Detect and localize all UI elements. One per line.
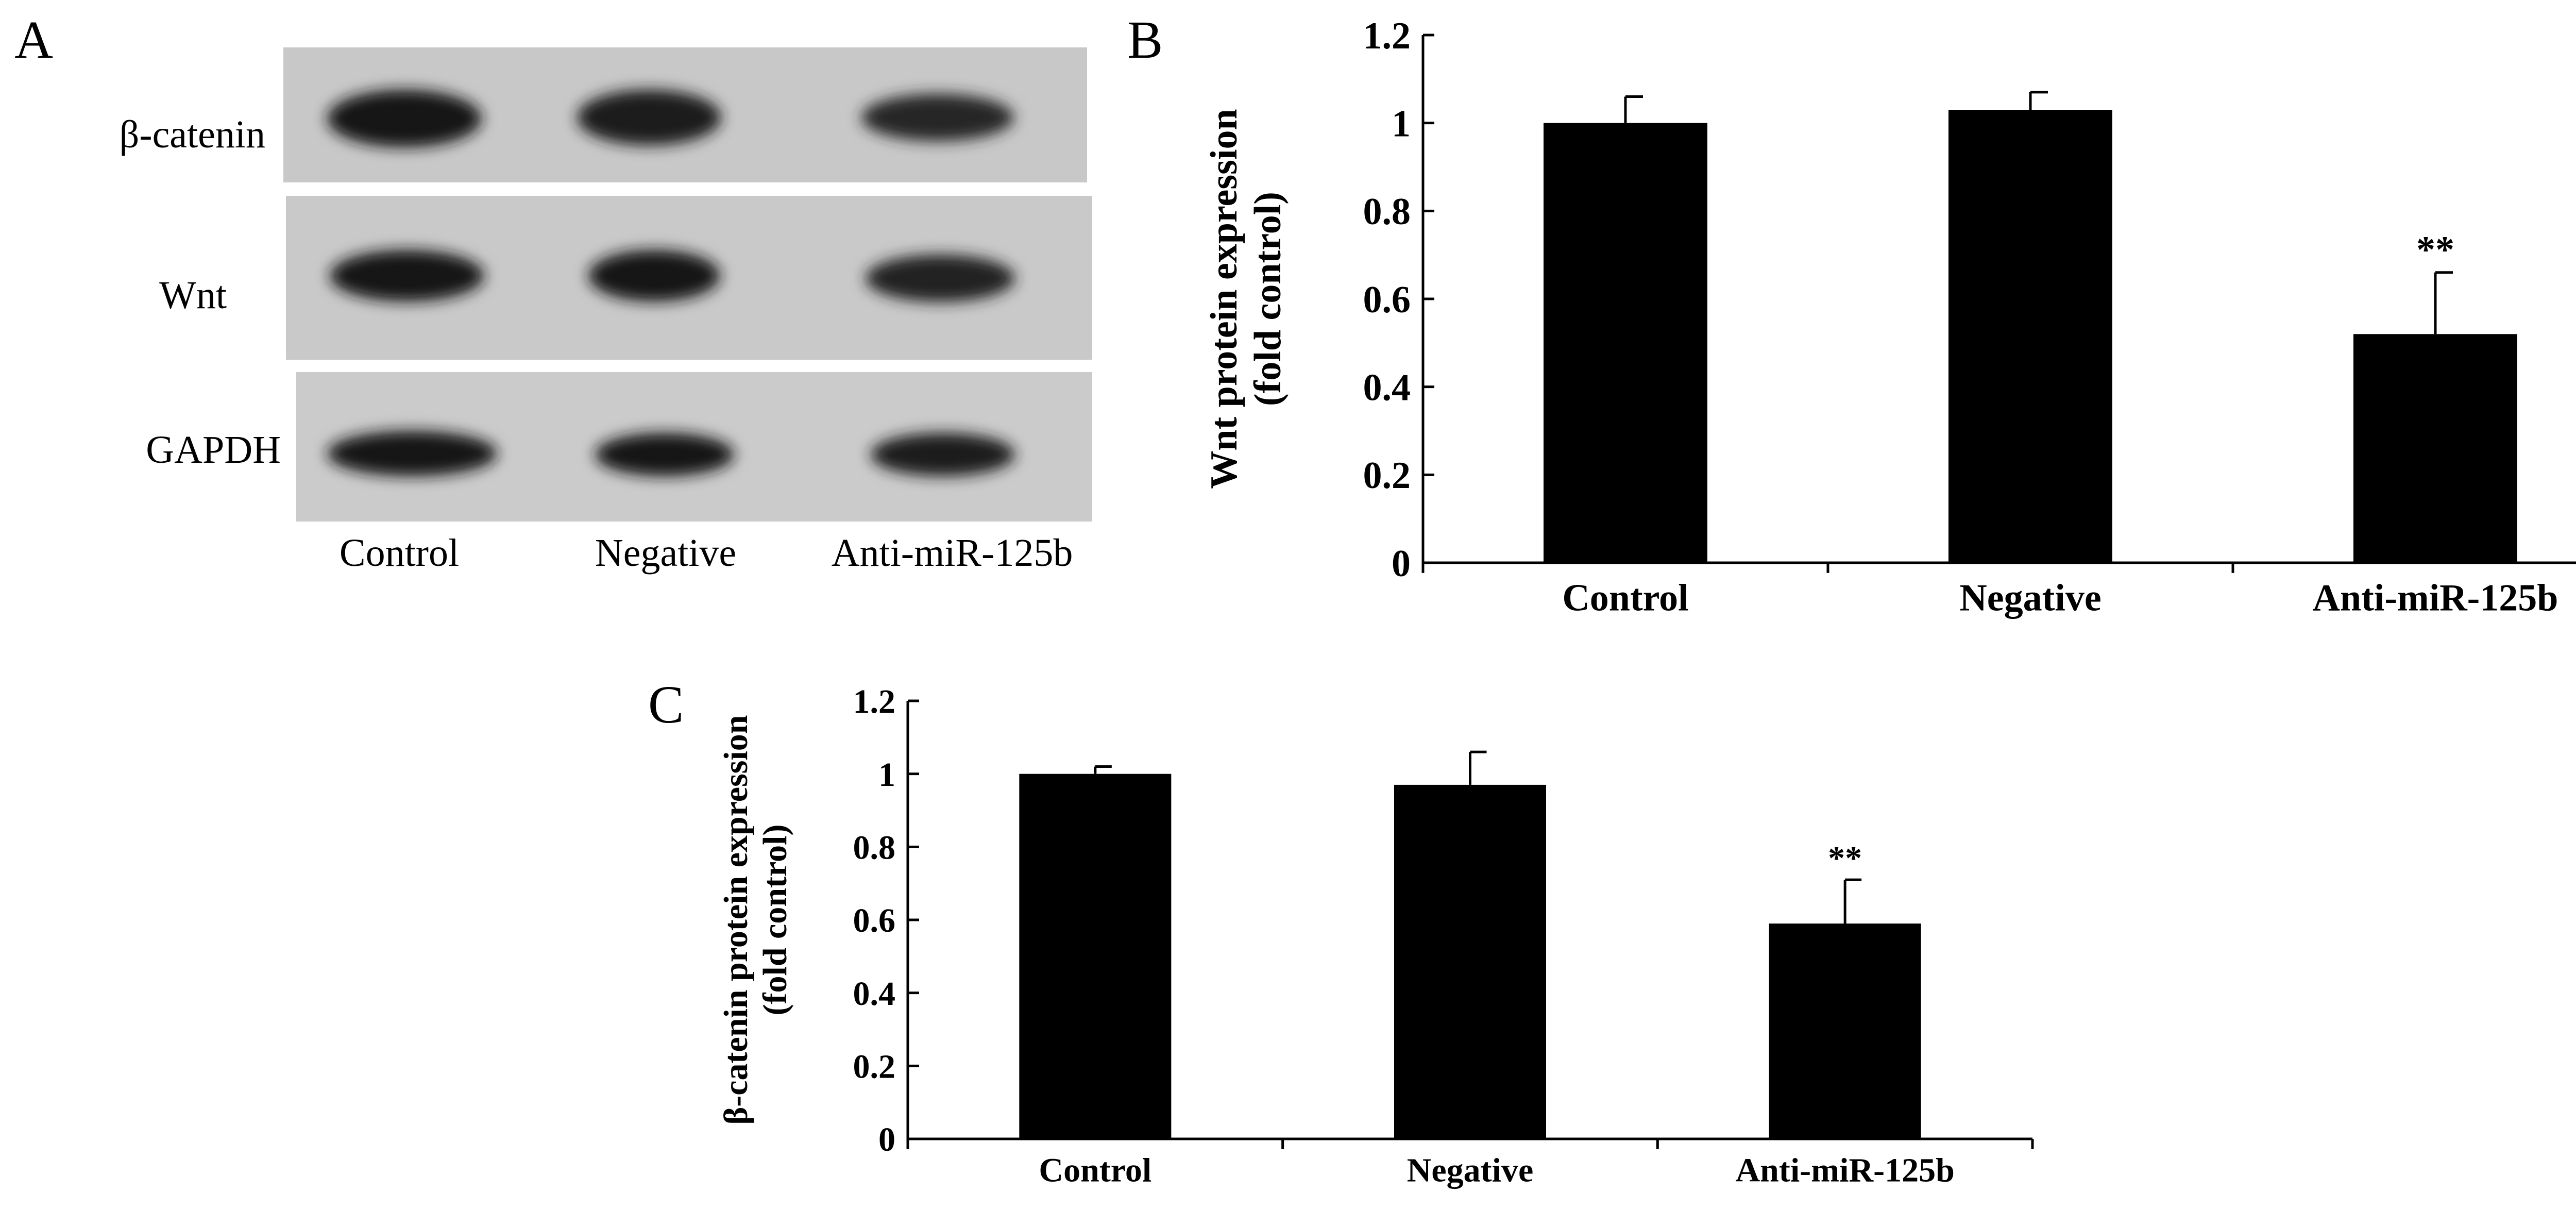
y-tick-label: 0.8 [853,829,896,866]
blot-lane-label-control: Control [340,531,459,575]
significance-marker: ** [1828,839,1862,877]
band-wnt-anti-mir [866,255,1015,302]
y-tick-label: 0.4 [1363,367,1411,409]
bar-negative [1948,110,2112,563]
y-tick-label: 1 [1392,103,1411,145]
blot-row-label-wnt: Wnt [159,274,227,317]
band-beta-catenin-negative [577,90,721,145]
chart-b-wnt-expression: 0 0.2 0.4 0.6 0.8 1 1.2 Control Negative ** Anti-m… [1203,15,2576,619]
x-category-label: Negative [1959,577,2101,619]
y-tick-label: 0 [878,1121,895,1158]
x-category-label: Control [1562,577,1688,619]
bar-anti-mir-125b [2353,334,2517,563]
panel-label-b: B [1127,10,1163,70]
y-tick-label: 0.6 [853,902,896,939]
y-tick-label: 0.2 [1363,455,1411,497]
y-axis-title: Wnt protein expression [1203,109,1245,489]
y-tick-label: 0.8 [1363,191,1411,233]
bar-anti-mir-125b [1769,923,1921,1139]
bar-control [1019,774,1172,1139]
x-category-label: Control [1039,1152,1151,1189]
band-gapdh-anti-mir [871,433,1015,476]
x-category-label: Anti-miR-125b [2313,577,2558,619]
band-gapdh-control [327,431,497,476]
y-tick-label: 1.2 [1363,15,1411,57]
y-axis-title: (fold control) [756,825,794,1016]
bar-negative [1394,784,1546,1139]
y-tick-label: 0.2 [853,1048,896,1085]
blot-row-label-gapdh: GAPDH [146,428,281,472]
bar-control [1544,123,1707,563]
blot-lane-label-anti-mir: Anti-miR-125b [832,531,1073,575]
blot-lane-label-negative: Negative [595,531,736,575]
y-tick-label: 0.4 [853,975,896,1013]
panel-label-a: A [14,10,53,70]
panel-label-c: C [648,675,684,734]
y-tick-label: 0 [1392,543,1411,585]
x-category-label: Negative [1407,1152,1534,1189]
western-blot: β-catenin Wnt GAPDH Control Negative Ant… [120,47,1092,575]
band-wnt-control [330,250,484,301]
band-beta-catenin-control [327,90,482,147]
significance-marker: ** [2416,229,2454,271]
blot-row-label-beta-catenin: β-catenin [120,113,265,156]
y-tick-label: 1.2 [853,683,896,720]
band-beta-catenin-anti-mir [861,94,1014,141]
band-wnt-negative [588,250,720,301]
y-tick-label: 0.6 [1363,279,1411,321]
chart-c-beta-catenin-expression: 0 0.2 0.4 0.6 0.8 1 1.2 Control Negative ** Anti-m… [717,683,2034,1189]
band-gapdh-negative [595,433,734,476]
y-axis-title: β-catenin protein expression [717,715,755,1125]
y-tick-label: 1 [878,756,895,794]
y-axis-title: (fold control) [1247,192,1289,406]
x-category-label: Anti-miR-125b [1736,1152,1955,1189]
